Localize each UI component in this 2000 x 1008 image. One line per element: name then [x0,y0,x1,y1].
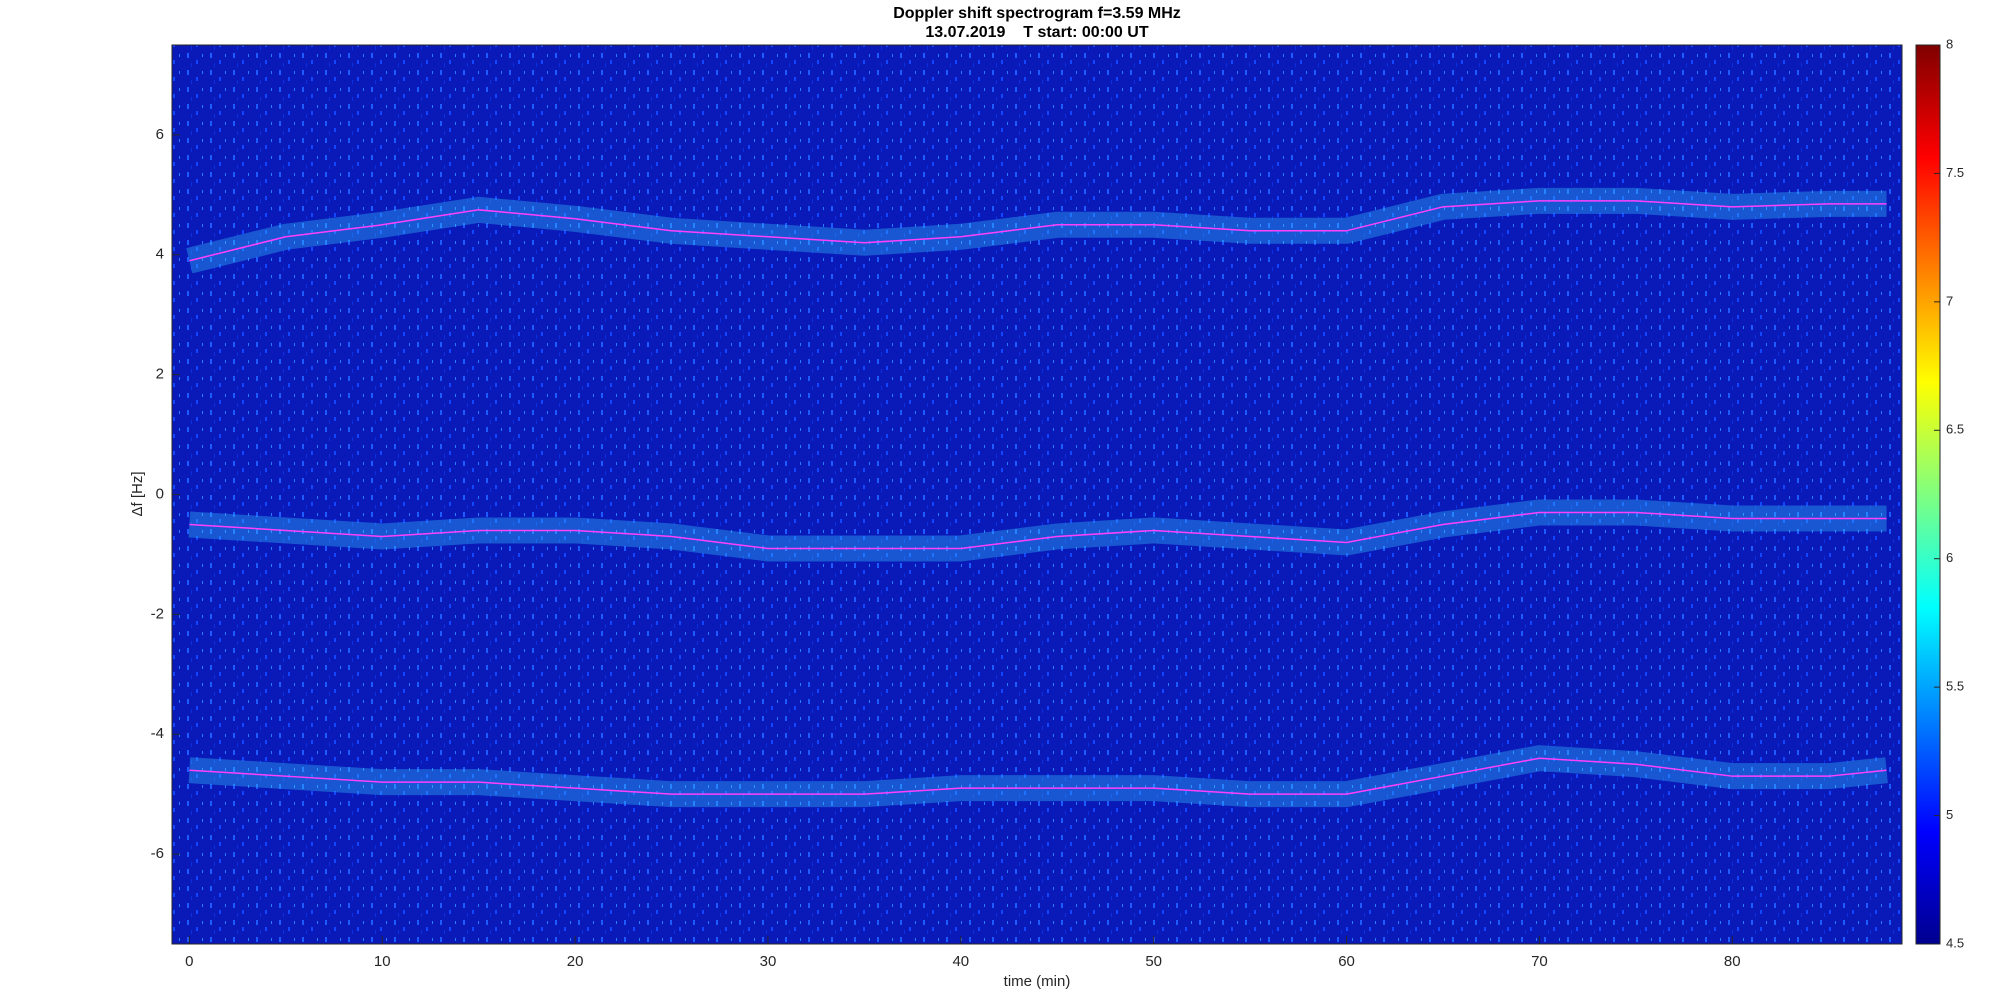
chart-title: Doppler shift spectrogram f=3.59 MHz [893,5,1181,22]
x-tick-label: 30 [760,953,777,970]
doppler-trace [189,511,1887,550]
y-tick-label: 4 [156,246,164,263]
y-tick-label: 2 [156,366,164,383]
y-tick-label: -4 [151,725,164,742]
x-tick-label: 20 [567,953,584,970]
x-tick-label: 10 [374,953,391,970]
y-tick-label: -6 [151,845,164,862]
x-tick-label: 80 [1724,953,1741,970]
colorbar-tick-label: 8 [1946,36,1953,51]
colorbar-tick-label: 7 [1946,293,1953,308]
chart-subtitle: 13.07.2019 T start: 00:00 UT [925,24,1148,41]
spectrogram-background [172,45,1902,944]
colorbar [1915,44,1941,945]
colorbar-tick-label: 6.5 [1946,422,1964,437]
colorbar-tick-label: 4.5 [1946,935,1964,950]
colorbar-tick-label: 5.5 [1946,679,1964,694]
x-tick-label: 40 [952,953,969,970]
x-tick-label: 50 [1145,953,1162,970]
y-tick-label: 0 [156,485,164,502]
x-tick-label: 70 [1531,953,1548,970]
colorbar-tick-label: 5 [1946,807,1953,822]
x-tick-label: 0 [185,953,193,970]
colorbar-tick-label: 6 [1946,550,1953,565]
y-axis-label: Δf [Hz] [129,471,146,516]
x-tick-label: 60 [1338,953,1355,970]
y-tick-label: 6 [156,126,164,143]
doppler-trace [189,200,1887,262]
doppler-trace [189,757,1887,795]
y-tick-label: -2 [151,605,164,622]
x-axis-label: time (min) [1004,973,1071,990]
colorbar-tick-label: 7.5 [1946,165,1964,180]
